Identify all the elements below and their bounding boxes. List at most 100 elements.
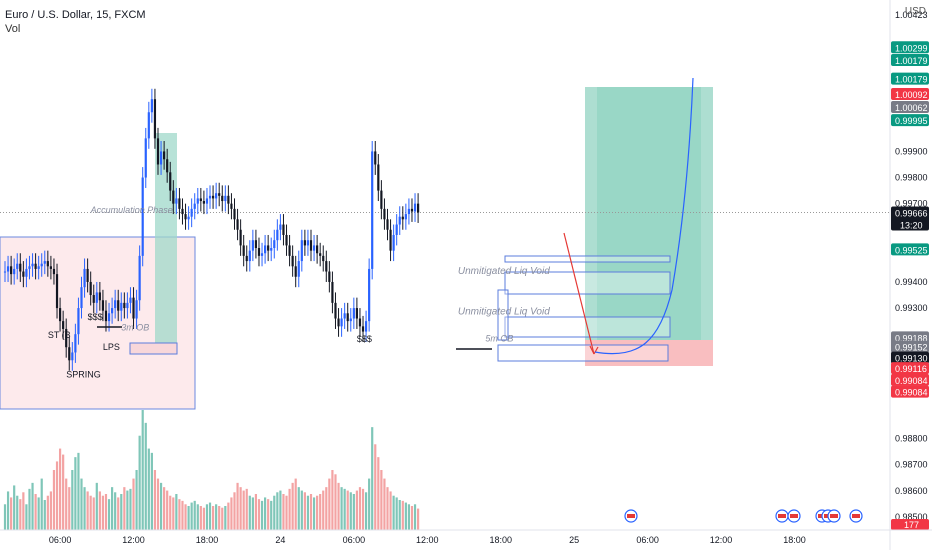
volume-bar (355, 490, 358, 530)
volume-bar (413, 504, 417, 530)
candle-body (62, 321, 65, 329)
candle-body (132, 297, 135, 319)
volume-bar (147, 448, 150, 530)
candle-body (377, 164, 380, 191)
volume-bar (270, 500, 273, 530)
candle-body (184, 214, 187, 220)
candle-body (196, 198, 199, 204)
candle-body (227, 195, 230, 204)
price-tag (891, 243, 929, 256)
candle-body (383, 208, 386, 220)
volume-bar (300, 490, 303, 530)
volume-bar (233, 492, 236, 530)
volume-bar (71, 470, 74, 530)
volume-bar (349, 492, 352, 530)
candle-body (37, 266, 40, 269)
volume-bar (377, 457, 380, 530)
candle-body (123, 302, 126, 309)
volume-bar (138, 435, 141, 530)
price-tag (891, 101, 929, 114)
candle-body (386, 219, 389, 230)
candle-body (260, 253, 264, 256)
candle-body (361, 326, 365, 332)
candle-body (159, 151, 163, 165)
candle-body (245, 255, 248, 262)
volume-bar (352, 494, 355, 530)
candle-body (398, 216, 401, 225)
volume-bar (52, 470, 56, 530)
volume-bar (65, 478, 68, 530)
volume-bar (181, 500, 184, 530)
price-tag-label: 0.99995 (895, 116, 928, 126)
candle-body (166, 159, 169, 173)
candle-body (404, 214, 407, 220)
volume-bar (257, 499, 261, 530)
candle-body (319, 253, 322, 256)
candle-body (349, 318, 352, 322)
price-tag-label: 0.99152 (895, 343, 928, 353)
countdown-label: 13:20 (900, 221, 923, 231)
volume-bar (211, 506, 215, 530)
y-tick-label: 0.99300 (895, 303, 928, 313)
volume-bar (6, 491, 10, 530)
volume-bar (398, 500, 401, 530)
chart-annotation: $$$ (357, 334, 372, 344)
volume-bar (95, 482, 98, 530)
volume-bar (230, 497, 233, 530)
price-tag (891, 362, 929, 375)
candle-body (193, 203, 196, 209)
volume-bar (401, 500, 404, 530)
candle-body (156, 138, 160, 165)
volume-bar (325, 487, 328, 530)
volume-bar (141, 410, 144, 530)
liq-void-box (497, 344, 669, 362)
volume-bar (101, 495, 105, 530)
volume-bar (25, 504, 28, 530)
volume-bar (156, 478, 160, 530)
candle-body (95, 292, 98, 303)
volume-bar (184, 504, 187, 530)
volume-bar (294, 478, 297, 530)
y-tick-label: 0.98500 (895, 512, 928, 522)
price-tag (891, 206, 929, 231)
volume-bar (285, 495, 288, 530)
volume-bar (22, 492, 25, 530)
candle-body (199, 198, 202, 202)
candle-body (355, 308, 358, 319)
volume-bar (40, 478, 43, 530)
volume-bar (245, 488, 248, 530)
candle-body (392, 234, 395, 251)
volume-bar (144, 422, 147, 530)
event-flag-stripe (778, 514, 786, 518)
event-flag-stripe (627, 514, 635, 518)
volume-bar (221, 507, 224, 530)
volume-bar (303, 492, 306, 530)
volume-bar (334, 474, 337, 530)
candle-body (92, 295, 95, 303)
candle-body (65, 328, 68, 348)
volume-bar (260, 500, 264, 530)
volume-bar (254, 494, 258, 530)
volume-bar (62, 454, 65, 530)
volume-bar (208, 502, 212, 530)
candle-body (236, 219, 239, 230)
volume-bar (291, 482, 294, 530)
y-tick-label: 1.00423 (895, 10, 928, 20)
price-tag (891, 373, 929, 386)
candle-body (43, 261, 46, 264)
candle-body (297, 261, 300, 277)
candle-body (98, 292, 101, 301)
candle-body (205, 198, 209, 204)
candle-body (303, 240, 306, 246)
chart-annotation: ST (B (48, 330, 71, 340)
volume-bar (104, 494, 108, 530)
candle-body (6, 266, 10, 272)
candle-body (13, 268, 16, 275)
volume-bar (187, 506, 190, 530)
price-tag-label: 0.99666 (895, 209, 928, 219)
price-tag-label: 0.99130 (895, 354, 928, 364)
volume-bar (288, 488, 291, 530)
volume-bar (392, 495, 395, 530)
